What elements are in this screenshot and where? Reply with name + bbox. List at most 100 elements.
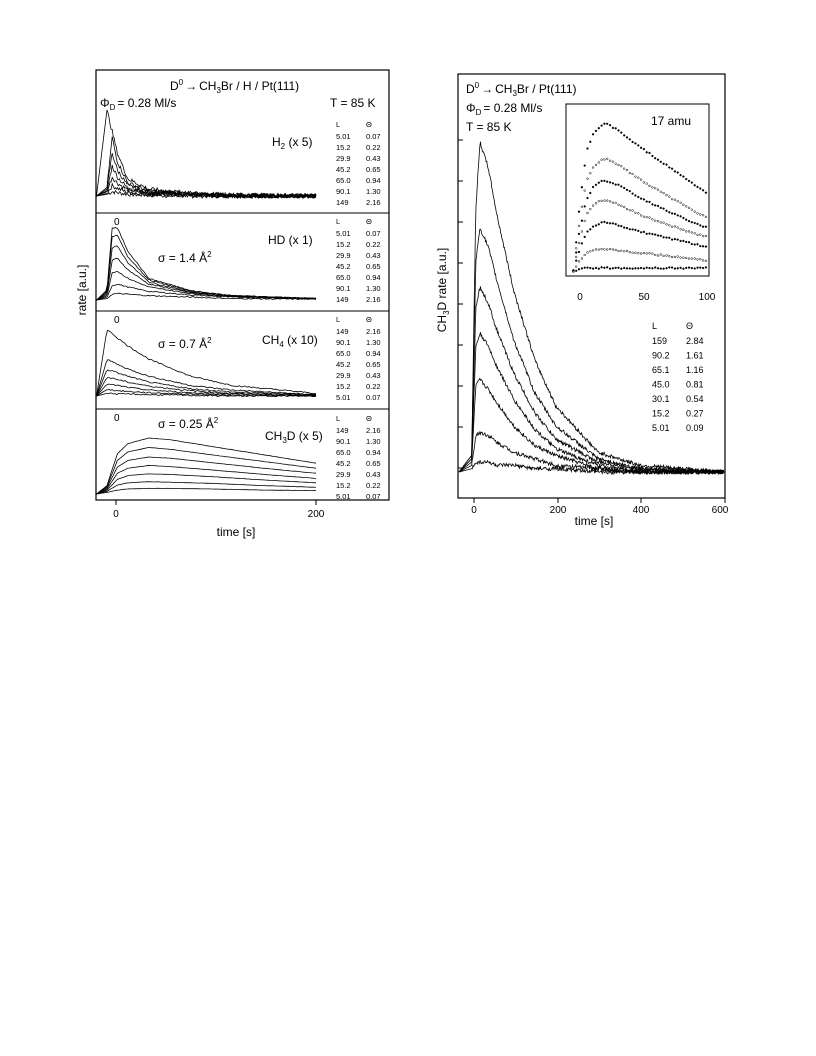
scatter-point <box>662 191 665 195</box>
scatter-point <box>591 166 595 169</box>
scatter-point <box>589 266 592 270</box>
panel-zero-label: 0 <box>114 315 120 326</box>
scatter-point <box>617 203 620 206</box>
left-figure-frame <box>95 69 390 501</box>
scatter-point <box>591 185 595 189</box>
series-line <box>96 369 317 397</box>
scatter-point <box>625 136 629 139</box>
scatter-point <box>665 163 668 166</box>
panel-sigma-hd: σ = 1.4 Å2 <box>158 250 212 265</box>
left-reaction-title: D0 → CH3Br / H / Pt(111) <box>170 78 299 95</box>
scatter-point <box>687 179 691 183</box>
scatter-point <box>625 168 629 172</box>
scatter-point <box>648 216 651 219</box>
inset-scatter-points <box>572 122 708 273</box>
table-header-theta: Θ <box>686 321 693 331</box>
scatter-point <box>682 203 685 206</box>
scatter-point <box>634 142 637 145</box>
series-line <box>96 270 317 301</box>
scatter-point <box>668 166 671 169</box>
table-cell-exposure: 45.2 <box>336 459 351 468</box>
series-line <box>96 447 317 495</box>
scatter-point <box>648 184 651 188</box>
scatter-point <box>606 157 609 160</box>
scatter-point <box>637 176 640 179</box>
scatter-point <box>625 207 629 211</box>
table-cell-coverage: 2.16 <box>366 327 381 336</box>
inset-x-tick-label: 0 <box>577 292 583 303</box>
table-cell-exposure: 65.1 <box>652 365 670 375</box>
left-y-axis-label: rate [a.u.] <box>75 265 89 316</box>
scatter-point <box>656 234 660 237</box>
scatter-point <box>704 259 708 263</box>
scatter-point <box>645 252 648 255</box>
table-cell-exposure: 149 <box>336 198 349 207</box>
panel-label-ch4: CH4 (x 10) <box>262 333 318 349</box>
table-cell-coverage: 0.94 <box>366 176 381 185</box>
scatter-point <box>600 179 603 183</box>
scatter-point <box>583 189 586 192</box>
scatter-point <box>617 183 620 186</box>
scatter-point <box>673 237 677 241</box>
scatter-point <box>699 244 702 248</box>
scatter-point <box>665 267 668 270</box>
scatter-point <box>696 243 699 246</box>
inset-frame <box>565 103 710 277</box>
scatter-point <box>589 207 592 211</box>
scatter-point <box>580 219 584 222</box>
left-flux-label: ΦD = 0.28 Ml/s <box>100 96 176 112</box>
scatter-point <box>586 196 589 200</box>
scatter-point <box>662 254 665 258</box>
scatter-point <box>628 209 631 212</box>
scatter-point <box>665 223 668 226</box>
right-x-tick-label: 600 <box>712 505 729 516</box>
scatter-point <box>597 181 600 184</box>
scatter-point <box>591 267 595 270</box>
table-cell-coverage: 0.81 <box>686 380 704 390</box>
left-temperature-label: T = 85 K <box>330 96 375 110</box>
scatter-point <box>676 200 679 203</box>
table-cell-coverage: 0.65 <box>366 360 381 369</box>
table-cell-coverage: 1.30 <box>366 284 381 293</box>
scatter-point <box>648 151 651 155</box>
right-reaction-title: D0 → CH3Br / Pt(111) <box>466 81 577 98</box>
scatter-point <box>606 122 609 125</box>
scatter-point <box>625 226 629 230</box>
scatter-point <box>606 248 609 251</box>
scatter-point <box>659 267 662 270</box>
panel-coverage-table: L Θ 5.01 0.07 15.2 0.22 29.9 0.43 45.2 0.65 65.0 0.… <box>336 120 381 207</box>
scatter-point <box>642 215 646 218</box>
scatter-point <box>656 267 660 270</box>
scatter-point <box>676 214 679 217</box>
scatter-point <box>645 151 648 154</box>
series-line <box>458 332 725 476</box>
scatter-point <box>577 241 581 245</box>
scatter-point <box>594 163 598 167</box>
scatter-point <box>625 188 629 192</box>
table-cell-coverage: 0.07 <box>366 393 381 402</box>
scatter-point <box>637 252 640 255</box>
scatter-point <box>617 249 620 253</box>
scatter-point <box>642 251 646 255</box>
scatter-point <box>594 248 598 251</box>
scatter-point <box>608 222 612 225</box>
scatter-point <box>586 266 589 269</box>
scatter-point <box>631 267 634 270</box>
table-cell-exposure: 5.01 <box>652 423 670 433</box>
scatter-point <box>580 230 584 233</box>
scatter-point <box>617 266 620 269</box>
scatter-point <box>651 154 654 158</box>
scatter-point <box>701 266 705 270</box>
scatter-point <box>693 243 696 246</box>
table-cell-exposure: 90.1 <box>336 437 351 446</box>
scatter-point <box>690 257 693 260</box>
scatter-point <box>676 226 679 229</box>
scatter-point <box>603 220 606 224</box>
scatter-point <box>594 202 598 205</box>
scatter-point <box>662 267 665 270</box>
scatter-point <box>659 221 662 224</box>
table-cell-coverage: 0.43 <box>366 371 381 380</box>
panel-sigma-ch4: σ = 0.7 Å2 <box>158 336 212 351</box>
scatter-point <box>611 267 615 270</box>
scatter-point <box>625 249 629 253</box>
